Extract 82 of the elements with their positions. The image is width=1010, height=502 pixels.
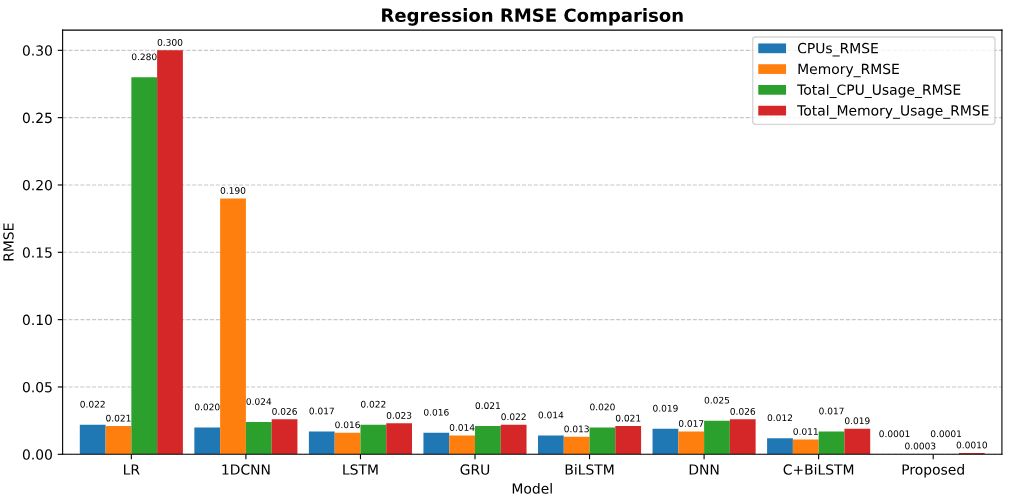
bar [360, 424, 387, 455]
data-label: 0.021 [106, 414, 131, 422]
data-label: 0.022 [80, 400, 105, 408]
legend-label: Memory_RMSE [798, 63, 899, 78]
y-tick-label: 0.15 [22, 247, 52, 258]
data-label: 0.0001 [930, 430, 962, 438]
data-label: 0.020 [194, 403, 220, 411]
data-label: 0.021 [475, 402, 500, 409]
bar [500, 424, 527, 455]
bar [449, 435, 475, 455]
bar [729, 419, 756, 455]
bar [386, 423, 412, 455]
data-label: 0.017 [819, 407, 844, 415]
bar [105, 426, 132, 455]
x-tick-label: GRU [460, 464, 490, 475]
bar [271, 419, 298, 455]
data-label: 0.0003 [905, 442, 936, 450]
x-tick-label: LR [124, 464, 140, 475]
x-tick-label: DNN [689, 464, 719, 475]
data-label: 0.016 [335, 421, 360, 429]
bar [538, 435, 564, 455]
x-axis-title: Model [512, 483, 552, 494]
y-tick-label: 0.30 [22, 45, 52, 56]
data-label: 0.022 [361, 400, 386, 408]
data-label: 0.012 [767, 414, 792, 422]
data-label: 0.022 [501, 413, 526, 421]
data-label: 0.017 [678, 420, 704, 427]
bar [704, 420, 730, 455]
data-label: 0.023 [386, 411, 412, 419]
data-label: 0.025 [704, 396, 730, 404]
data-label: 0.016 [424, 408, 449, 416]
bar [308, 431, 335, 455]
bar [615, 426, 642, 455]
bar [818, 431, 845, 455]
y-tick-label: 0.25 [22, 112, 52, 124]
data-label: 0.019 [653, 404, 678, 412]
y-tick-label: 0.05 [22, 381, 52, 393]
data-label: 0.026 [730, 407, 756, 415]
bar [157, 50, 183, 455]
x-tick-label: C+BiLSTM [783, 464, 854, 475]
data-label: 0.014 [538, 411, 564, 419]
y-tick-label: 0.00 [22, 449, 52, 460]
bar [131, 77, 158, 455]
bar [678, 431, 705, 455]
data-label: 0.011 [793, 428, 818, 435]
data-label: 0.021 [615, 414, 641, 422]
data-label: 0.0001 [879, 430, 910, 438]
data-label: 0.300 [157, 38, 183, 46]
x-tick-label: BiLSTM [565, 464, 614, 475]
bar [792, 439, 819, 455]
bar [79, 424, 106, 455]
data-label: 0.013 [564, 425, 589, 433]
x-tick-label: 1DCNN [222, 464, 270, 475]
data-label: 0.0010 [956, 441, 988, 449]
data-label: 0.024 [246, 398, 272, 405]
data-label: 0.020 [590, 403, 615, 411]
bar [844, 428, 871, 455]
bar [652, 428, 679, 455]
x-tick-label: Proposed [902, 464, 964, 478]
bar [475, 426, 501, 455]
bar [423, 432, 450, 455]
bar [194, 427, 221, 455]
data-label: 0.017 [309, 407, 334, 415]
data-label: 0.026 [272, 407, 297, 415]
bar [220, 198, 246, 455]
legend-label: Total_CPU_Usage_RMSE [797, 84, 961, 98]
bar [334, 432, 361, 455]
bar [245, 421, 272, 455]
y-tick-label: 0.20 [22, 179, 52, 191]
data-label: 0.190 [220, 187, 246, 194]
chart-title: Regression RMSE Comparison [382, 8, 683, 26]
y-axis-title: RMSE [3, 223, 14, 261]
data-label: 0.280 [131, 53, 157, 61]
bar [589, 427, 616, 455]
data-label: 0.019 [844, 417, 870, 425]
legend-label: Total_Memory_Usage_RMSE [797, 104, 989, 119]
bar [767, 438, 793, 455]
legend-label: CPUs_RMSE [797, 42, 878, 57]
x-tick-label: LSTM [343, 464, 378, 475]
data-label: 0.014 [449, 424, 475, 431]
y-tick-label: 0.10 [22, 314, 52, 326]
bar [563, 436, 590, 455]
